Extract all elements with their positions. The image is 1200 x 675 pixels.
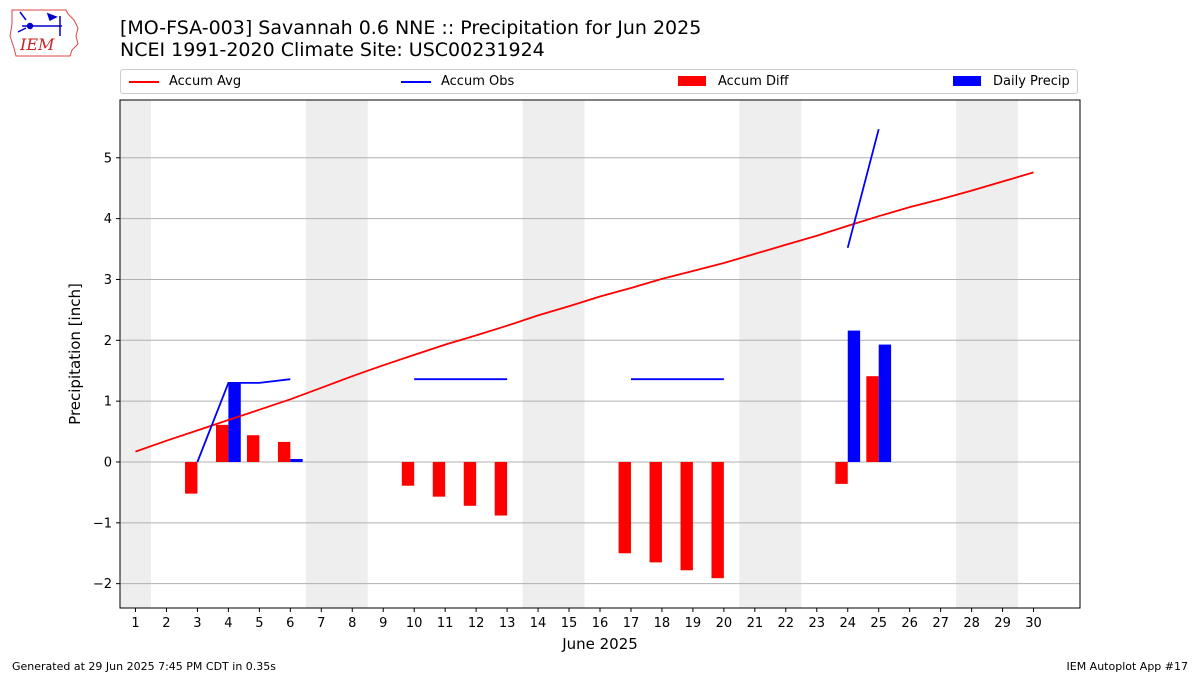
- daily-precip-bar: [290, 458, 303, 462]
- iowa-outline-icon: [9, 9, 79, 57]
- x-tick-label: 4: [224, 616, 232, 631]
- daily-precip-bar: [228, 382, 241, 462]
- accum-diff-bar: [494, 461, 508, 516]
- iem-logo: IEM: [9, 9, 79, 57]
- weekend-shade: [739, 100, 802, 608]
- accum-diff-bar: [432, 461, 446, 497]
- x-tick-label: 23: [809, 616, 826, 631]
- x-tick-label: 25: [870, 616, 887, 631]
- logo-text: IEM: [19, 35, 55, 54]
- footer-app-id: IEM Autoplot App #17: [1066, 660, 1189, 673]
- accum-obs-line: [196, 378, 291, 463]
- legend-label: Accum Avg: [169, 74, 242, 89]
- accum-diff-bar: [711, 461, 724, 579]
- y-axis-label: Precipitation [inch]: [66, 283, 84, 425]
- accum-diff-bar: [618, 461, 631, 554]
- y-tick-label: 0: [104, 455, 112, 470]
- x-tick-label: 5: [255, 616, 263, 631]
- x-tick-label: 2: [162, 616, 170, 631]
- x-tick-label: 22: [778, 616, 795, 631]
- x-tick-label: 28: [963, 616, 980, 631]
- y-tick-label: 1: [104, 395, 112, 410]
- chart-title: [MO-FSA-003] Savannah 0.6 NNE :: Precipi…: [120, 17, 701, 61]
- legend-swatch: [678, 76, 706, 86]
- legend-swatch: [129, 81, 159, 83]
- accum-diff-bar: [401, 461, 415, 486]
- x-tick-label: 24: [839, 616, 856, 631]
- x-tick-label: 27: [932, 616, 949, 631]
- x-tick-label: 30: [1025, 616, 1042, 631]
- weekend-shade: [522, 100, 585, 608]
- accum-diff-bar: [680, 461, 693, 571]
- legend-label: Accum Diff: [718, 74, 789, 89]
- x-tick-label: 6: [286, 616, 294, 631]
- x-tick-label: 12: [468, 616, 485, 631]
- x-tick-label: 18: [654, 616, 671, 631]
- x-tick-label: 1: [131, 616, 139, 631]
- x-tick-label: 11: [437, 616, 454, 631]
- x-tick-label: 29: [994, 616, 1011, 631]
- x-tick-label: 13: [499, 616, 516, 631]
- x-tick-label: 26: [901, 616, 918, 631]
- x-tick-label: 16: [592, 616, 609, 631]
- weekend-shade: [120, 100, 151, 608]
- legend-label: Accum Obs: [441, 74, 515, 89]
- x-tick-label: 8: [348, 616, 356, 631]
- x-tick-label: 10: [406, 616, 423, 631]
- x-tick-label: 21: [747, 616, 764, 631]
- x-tick-label: 7: [317, 616, 325, 631]
- legend-label: Daily Precip: [993, 74, 1070, 89]
- footer-generated: Generated at 29 Jun 2025 7:45 PM CDT in …: [12, 660, 277, 673]
- x-tick-label: 3: [193, 616, 201, 631]
- x-tick-label: 17: [623, 616, 640, 631]
- weekend-shade: [956, 100, 1019, 608]
- y-tick-label: −2: [93, 577, 112, 592]
- accum-diff-bar: [185, 461, 198, 494]
- accum-obs-line: [846, 128, 880, 249]
- x-axis-label: June 2025: [561, 635, 638, 653]
- accum-diff-bar: [216, 424, 229, 462]
- weather-station-icon: [17, 11, 62, 36]
- x-tick-label: 19: [685, 616, 702, 631]
- y-tick-label: 3: [104, 273, 112, 288]
- y-tick-label: −1: [93, 516, 112, 531]
- legend-swatch: [401, 81, 431, 83]
- daily-precip-bar: [878, 344, 892, 462]
- y-tick-label: 5: [104, 151, 112, 166]
- x-tick-label: 20: [716, 616, 733, 631]
- accum-diff-bar: [277, 441, 291, 462]
- weekend-shade: [305, 100, 368, 608]
- legend-swatch: [953, 76, 981, 86]
- accum-avg-line: [135, 171, 1034, 453]
- accum-diff-bar: [463, 461, 477, 506]
- accum-diff-bar: [246, 435, 260, 462]
- y-tick-label: 4: [104, 212, 112, 227]
- chart-title-line1: [MO-FSA-003] Savannah 0.6 NNE :: Precipi…: [120, 17, 702, 39]
- x-tick-label: 9: [379, 616, 387, 631]
- accum-diff-bar: [835, 461, 848, 484]
- accum-diff-bar: [866, 376, 879, 462]
- plot-area: [120, 100, 1080, 608]
- daily-precip-bar: [847, 330, 861, 462]
- x-tick-label: 14: [530, 616, 547, 631]
- chart-legend: Accum Avg Accum Obs Accum Diff Daily Pre…: [120, 69, 1078, 94]
- y-tick-label: 2: [104, 334, 112, 349]
- chart-title-line2: NCEI 1991-2020 Climate Site: USC00231924: [120, 39, 545, 61]
- accum-diff-bar: [649, 461, 662, 563]
- x-tick-label: 15: [561, 616, 578, 631]
